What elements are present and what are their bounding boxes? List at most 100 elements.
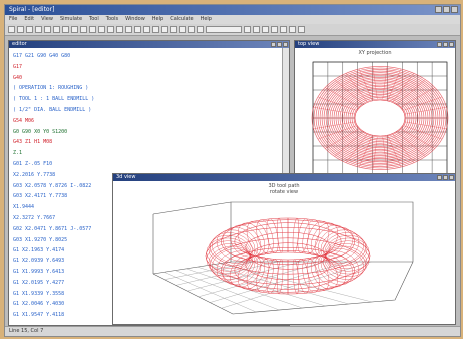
toolpath-spoke [405, 106, 447, 115]
menu-item[interactable]: Edit [24, 16, 35, 22]
toolpath-spoke [317, 96, 357, 111]
toolpath-slice [208, 234, 252, 267]
toolpath-spoke [403, 96, 443, 111]
maximize-button[interactable] [277, 42, 282, 47]
toolpath-slice [211, 232, 254, 264]
code-line: G03 X2.0578 Y.8726 I-.0822 [13, 182, 92, 189]
minimize-button[interactable] [437, 175, 442, 180]
toolbar-button[interactable] [161, 26, 168, 33]
title-bar: Spiral - [editor] [5, 5, 460, 15]
minimize-button[interactable] [271, 42, 276, 47]
menu-item[interactable]: Window [125, 16, 145, 22]
toolbar-button[interactable] [35, 26, 42, 33]
toolpath-spoke [392, 134, 415, 164]
toolbar-button[interactable] [26, 26, 33, 33]
close-button[interactable] [451, 6, 458, 13]
menu-item[interactable]: Simulate [59, 16, 83, 22]
menu-item[interactable]: Tools [105, 16, 119, 22]
toolbar-button[interactable] [53, 26, 60, 33]
toolpath-slice [222, 252, 259, 286]
toolbar-button[interactable] [116, 26, 123, 33]
floor-grid-line [219, 263, 372, 303]
toolbar-button[interactable] [17, 26, 24, 33]
code-line: G17 G21 G90 G40 G80 [13, 53, 71, 59]
toolpath-spoke [387, 135, 402, 168]
toolbar-dropdown[interactable] [206, 26, 242, 33]
toolpath-slice [237, 222, 266, 257]
toolbar-button[interactable] [62, 26, 69, 33]
floor-grid-line [210, 261, 349, 303]
menu-item[interactable]: Help [151, 16, 164, 22]
toolbar-button[interactable] [134, 26, 141, 33]
3d-view-window[interactable]: 3d view 3D tool path rotate view [112, 173, 456, 325]
toolbar-button[interactable] [262, 26, 269, 33]
toolpath-slice [310, 222, 339, 257]
toolbar-button[interactable] [107, 26, 114, 33]
code-line: G1 X2.0939 Y.6493 [13, 258, 65, 265]
top-view-title-bar[interactable]: top view [295, 41, 455, 48]
toolpath-spoke [334, 79, 363, 105]
toolpath-slice [324, 245, 368, 278]
maximize-button[interactable] [443, 175, 448, 180]
3d-view-plot-subtitle: rotate view [269, 189, 299, 195]
toolbar-button[interactable] [188, 26, 195, 33]
toolbar-button[interactable] [152, 26, 159, 33]
close-button[interactable] [283, 42, 288, 47]
floor-grid-line [175, 270, 280, 311]
toolbar-button[interactable] [8, 26, 15, 33]
toolbar-button[interactable] [143, 26, 150, 33]
toolbar-button[interactable] [197, 26, 204, 33]
toolbar-button[interactable] [80, 26, 87, 33]
toolbar-button[interactable] [271, 26, 278, 33]
toolbar-button[interactable] [280, 26, 287, 33]
toolbar-button[interactable] [244, 26, 251, 33]
3d-view-title-bar[interactable]: 3d view [113, 174, 455, 181]
toolpath-spoke [403, 125, 443, 140]
top-view-plot[interactable] [295, 56, 455, 180]
menu-item[interactable]: Help [200, 16, 212, 22]
toolpath-spoke [345, 134, 368, 164]
menu-item[interactable]: Tool [89, 16, 99, 22]
toolpath-slice [324, 234, 368, 267]
toolpath-spoke [400, 87, 436, 108]
toolbar-button[interactable] [44, 26, 51, 33]
toolbar-button[interactable] [98, 26, 105, 33]
menu-item[interactable]: Calculate [170, 16, 194, 22]
code-line: G02 X2.0471 Y.8671 J-.0577 [13, 225, 92, 232]
close-button[interactable] [449, 42, 454, 47]
app-title: Spiral - [editor] [9, 6, 55, 13]
code-line: G40 [13, 74, 23, 81]
maximize-button[interactable] [443, 6, 450, 13]
toolbar-button[interactable] [71, 26, 78, 33]
toolpath-spoke [324, 87, 360, 108]
maximize-button[interactable] [443, 42, 448, 47]
toolbar-button[interactable] [170, 26, 177, 33]
toolbar-button[interactable] [89, 26, 96, 33]
toolbar-button[interactable] [298, 26, 305, 33]
toolpath-spoke [397, 131, 426, 157]
toolbar-button[interactable] [253, 26, 260, 33]
toolpath-slice [216, 250, 256, 283]
toolbar-button[interactable] [125, 26, 132, 33]
toolpath-spoke [358, 135, 373, 168]
top-view-window[interactable]: top view XY projection [294, 40, 456, 180]
status-text: Line 15, Col 7 [9, 328, 44, 334]
menu-item[interactable]: File [9, 16, 18, 22]
editor-title-bar[interactable]: editor [9, 41, 289, 48]
code-line: G1 X1.9547 Y.4118 [13, 312, 65, 319]
toolpath-slice [292, 217, 299, 253]
code-editor[interactable]: G17 G21 G90 G40 G80 G17 G40 ( OPERATION 1: … [13, 51, 283, 321]
toolpath-slice [205, 240, 251, 272]
menu-item[interactable]: View [41, 16, 53, 22]
toolpath-spoke [405, 121, 447, 130]
code-line: G54 M06 [13, 117, 35, 124]
3d-view-plot[interactable] [113, 196, 455, 322]
toolbar-button[interactable] [179, 26, 186, 33]
toolbar-button[interactable] [289, 26, 296, 33]
minimize-button[interactable] [437, 42, 442, 47]
minimize-button[interactable] [435, 6, 442, 13]
code-line: G17 [13, 63, 23, 70]
code-line: G01 Z-.05 F10 [13, 160, 53, 167]
close-button[interactable] [449, 175, 454, 180]
code-line: G1 X1.9339 Y.3558 [13, 290, 65, 297]
